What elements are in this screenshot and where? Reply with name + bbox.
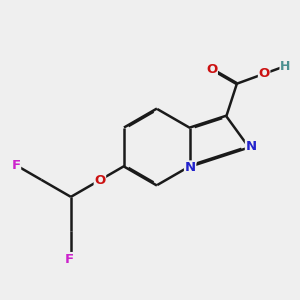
Text: O: O — [94, 174, 106, 187]
Text: O: O — [206, 64, 217, 76]
Text: H: H — [280, 60, 290, 73]
Text: F: F — [65, 253, 74, 266]
Text: N: N — [245, 140, 256, 153]
Text: F: F — [11, 159, 21, 172]
Text: O: O — [259, 67, 270, 80]
Text: N: N — [184, 161, 196, 174]
